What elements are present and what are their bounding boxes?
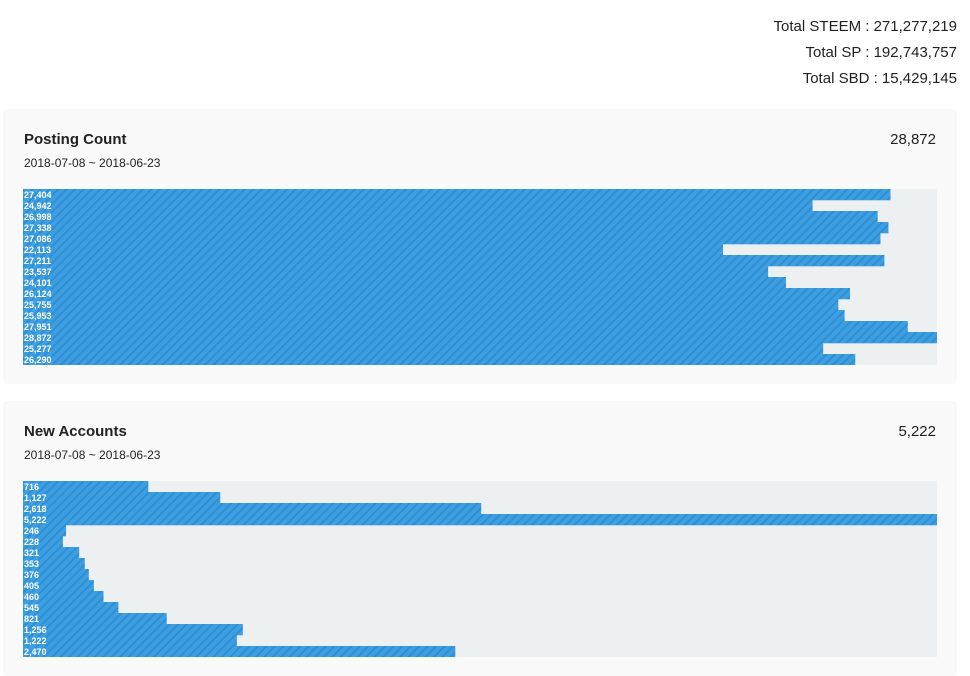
- totals-panel: Total STEEM : 271,277,219 Total SP : 192…: [774, 14, 957, 92]
- bar: [23, 200, 813, 212]
- bar-value-label: 2,470: [24, 647, 47, 657]
- date-range: 2018-07-08 ~ 2018-06-23: [24, 448, 161, 462]
- total-sp: Total SP : 192,743,757: [805, 44, 957, 61]
- bar-value-label: 460: [24, 592, 39, 602]
- bar-value-label: 27,086: [24, 234, 52, 244]
- bar: [23, 222, 889, 234]
- total-sbd: Total SBD : 15,429,145: [802, 70, 957, 87]
- bar-value-label: 716: [24, 482, 39, 492]
- bar: [23, 343, 824, 355]
- bar-value-label: 24,101: [24, 278, 52, 288]
- bar: [23, 189, 891, 201]
- bar: [23, 503, 482, 515]
- bar: [23, 525, 67, 537]
- bar-value-label: 25,755: [24, 300, 52, 310]
- bar-value-label: 1,127: [24, 493, 47, 503]
- bar: [23, 569, 89, 581]
- bar-value-label: 26,290: [24, 355, 52, 365]
- bar-value-label: 24,942: [24, 201, 52, 211]
- bar: [23, 266, 769, 278]
- bar: [23, 310, 845, 322]
- posting-count-svg: 27,40424,94226,99827,33827,08622,11327,2…: [23, 189, 937, 365]
- new-accounts-card: New Accounts 5,222 2018-07-08 ~ 2018-06-…: [3, 401, 957, 676]
- bar: [23, 635, 237, 647]
- bar-value-label: 25,953: [24, 311, 52, 321]
- bar: [23, 332, 937, 344]
- bar-value-label: 321: [24, 548, 39, 558]
- bar: [23, 481, 149, 493]
- date-range: 2018-07-08 ~ 2018-06-23: [24, 156, 161, 170]
- new-accounts-chart: 716 1,127 2,618 5,222 246 228 321 353 376 405 460 5…: [23, 481, 937, 657]
- total-steem: Total STEEM : 271,277,219: [773, 18, 957, 35]
- bar-value-label: 821: [24, 614, 39, 624]
- bar-value-label: 2,618: [24, 504, 47, 514]
- card-title: New Accounts: [24, 423, 127, 440]
- bar: [23, 288, 851, 300]
- bar-value-label: 545: [24, 603, 39, 613]
- bar-value-label: 246: [24, 526, 39, 536]
- card-title: Posting Count: [24, 131, 127, 148]
- bar: [23, 299, 839, 311]
- card-total: 5,222: [898, 423, 936, 440]
- bar-value-label: 228: [24, 537, 39, 547]
- bar-value-label: 23,537: [24, 267, 52, 277]
- bar: [23, 514, 937, 526]
- bar: [23, 591, 104, 603]
- card-total: 28,872: [890, 131, 936, 148]
- bar: [23, 547, 80, 559]
- bar-value-label: 1,222: [24, 636, 47, 646]
- bar: [23, 558, 85, 570]
- bar: [23, 613, 167, 625]
- new-accounts-svg: 7161,1272,6185,2222462283213533764054605…: [23, 481, 937, 657]
- bar: [23, 536, 63, 548]
- bar: [23, 244, 724, 256]
- bar: [23, 624, 243, 636]
- bar-value-label: 27,951: [24, 322, 52, 332]
- bar-value-label: 28,872: [24, 333, 52, 343]
- bar: [23, 211, 878, 223]
- bar-value-label: 26,998: [24, 212, 52, 222]
- posting-count-chart: 27,404 24,942 26,998 27,338 27,086 22,113 27,2…: [23, 189, 937, 365]
- bar-value-label: 353: [24, 559, 39, 569]
- bar: [23, 492, 221, 504]
- bar: [23, 277, 786, 289]
- bar-value-label: 27,404: [24, 190, 52, 200]
- bar: [23, 233, 881, 245]
- bar: [23, 646, 456, 657]
- posting-count-card: Posting Count 28,872 2018-07-08 ~ 2018-0…: [3, 109, 957, 384]
- bar-value-label: 1,256: [24, 625, 47, 635]
- bar: [23, 255, 885, 267]
- bar: [23, 354, 856, 365]
- bar-value-label: 27,211: [24, 256, 51, 266]
- bar: [23, 580, 94, 592]
- bar-value-label: 405: [24, 581, 39, 591]
- bar-value-label: 25,277: [24, 344, 52, 354]
- bar-value-label: 27,338: [24, 223, 52, 233]
- bar: [23, 602, 119, 614]
- bar: [23, 321, 908, 333]
- bar-value-label: 376: [24, 570, 39, 580]
- bar-value-label: 22,113: [24, 245, 51, 255]
- bar-value-label: 26,124: [24, 289, 52, 299]
- bar-value-label: 5,222: [24, 515, 47, 525]
